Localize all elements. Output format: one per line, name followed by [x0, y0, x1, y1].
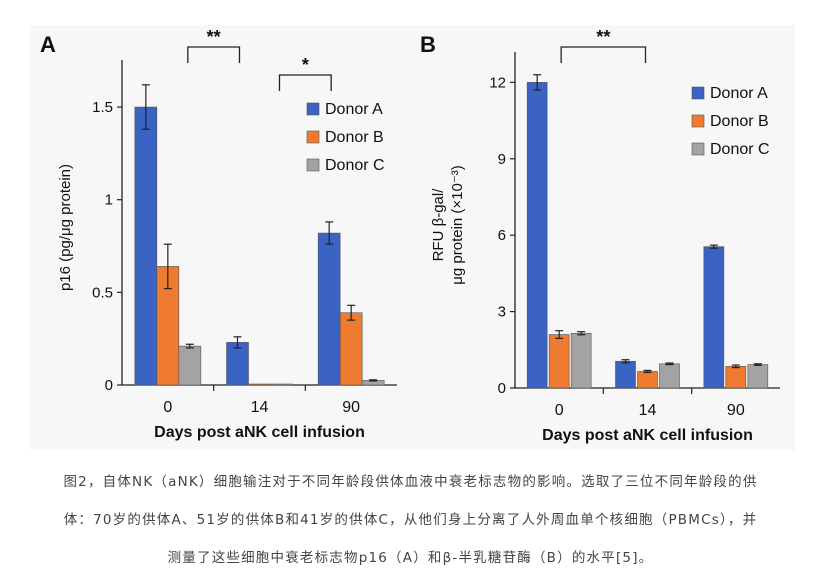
- bar-donor-a-day-0: [526, 82, 548, 389]
- bar-donor-a-day-90: [703, 246, 725, 389]
- panel-label-b: B: [420, 32, 436, 57]
- x-tick-label: 14: [639, 402, 657, 419]
- x-tick-label: 90: [342, 399, 360, 416]
- bar-donor-c-day-14: [270, 383, 293, 386]
- bar-donor-c-day-90: [747, 364, 769, 389]
- x-axis-label: Days post aNK cell infusion: [542, 427, 753, 444]
- significance-bracket: [278, 74, 332, 91]
- legend-label-donor-b: Donor B: [710, 113, 769, 130]
- bar-donor-a-day-14: [615, 360, 636, 389]
- legend-swatch-donor-c: [691, 142, 705, 156]
- chart-panel-b: B 0 3 6 9 12 0 14 90 Days post aNK cell infusion R…: [420, 27, 780, 444]
- y-tick-label: 1.5: [92, 99, 113, 116]
- bar-donor-a-day-90: [317, 232, 341, 386]
- panel-a-background: [30, 25, 415, 450]
- bar-donor-a-day-0: [134, 106, 158, 386]
- y-axis-label: p16 (pg/μg protein): [57, 164, 74, 291]
- significance-bracket: [187, 46, 241, 63]
- y-axis-label: RFU β-gal/μg protein (×10⁻³): [430, 165, 466, 285]
- y-tick-label: 0: [105, 377, 113, 394]
- legend-label-donor-c: Donor C: [710, 141, 770, 158]
- x-tick-label: 14: [251, 399, 269, 416]
- legend-label-donor-b: Donor B: [325, 129, 384, 146]
- y-tick-label: 12: [489, 74, 506, 91]
- y-tick-label: 3: [498, 304, 506, 321]
- x-tick-label: 90: [727, 402, 745, 419]
- x-tick-label: 0: [555, 402, 564, 419]
- legend-label-donor-a: Donor A: [325, 101, 383, 118]
- panel-label-a: A: [40, 32, 56, 57]
- bar-donor-b-day-0: [548, 334, 570, 389]
- legend-swatch-donor-b: [691, 114, 705, 128]
- significance-marker: **: [207, 27, 221, 47]
- significance-marker: *: [302, 55, 309, 75]
- bar-donor-a-day-14: [226, 342, 249, 386]
- caption-line-3: 测量了这些细胞中衰老标志物p16（A）和β-半乳糖苷酶（B）的水平[5]。: [167, 550, 654, 566]
- y-tick-label: 9: [498, 151, 506, 168]
- legend-label-donor-a: Donor A: [710, 85, 768, 102]
- chart-panel-a: A 0 0.5 1 1.5 0 14 90 Days post aNK cell infusio…: [40, 27, 397, 441]
- bar-donor-c-day-0: [178, 345, 202, 386]
- x-axis-label: Days post aNK cell infusion: [154, 424, 365, 441]
- bar-donor-c-day-14: [659, 363, 680, 389]
- y-tick-label: 6: [498, 227, 506, 244]
- legend-swatch-donor-a: [691, 86, 705, 100]
- legend-swatch-donor-c: [306, 158, 320, 172]
- significance-bracket: [560, 46, 647, 63]
- bar-donor-b-day-90: [725, 366, 747, 389]
- significance-marker: **: [596, 27, 610, 47]
- legend-label-donor-c: Donor C: [325, 157, 385, 174]
- x-tick-label: 0: [163, 399, 172, 416]
- bar-donor-c-day-0: [570, 332, 592, 389]
- legend-swatch-donor-a: [306, 102, 320, 116]
- y-tick-label: 0.5: [92, 284, 113, 301]
- bar-donor-b-day-90: [339, 312, 363, 386]
- bar-donor-b-day-14: [248, 383, 271, 386]
- y-tick-label: 0: [498, 380, 506, 397]
- legend-swatch-donor-b: [306, 130, 320, 144]
- caption-line-1: 图2，自体NK（aNK）细胞输注对于不同年龄段供体血液中衰老标志物的影响。选取了…: [63, 474, 758, 490]
- bar-donor-b-day-14: [637, 371, 658, 389]
- caption-line-2: 体：70岁的供体A、51岁的供体B和41岁的供体C，从他们身上分离了人外周血单个…: [63, 512, 758, 528]
- y-tick-label: 1: [105, 192, 113, 209]
- y-axis-label-line-2: μg protein (×10⁻³): [449, 165, 466, 285]
- y-axis-label-line-1: RFU β-gal/: [430, 188, 447, 262]
